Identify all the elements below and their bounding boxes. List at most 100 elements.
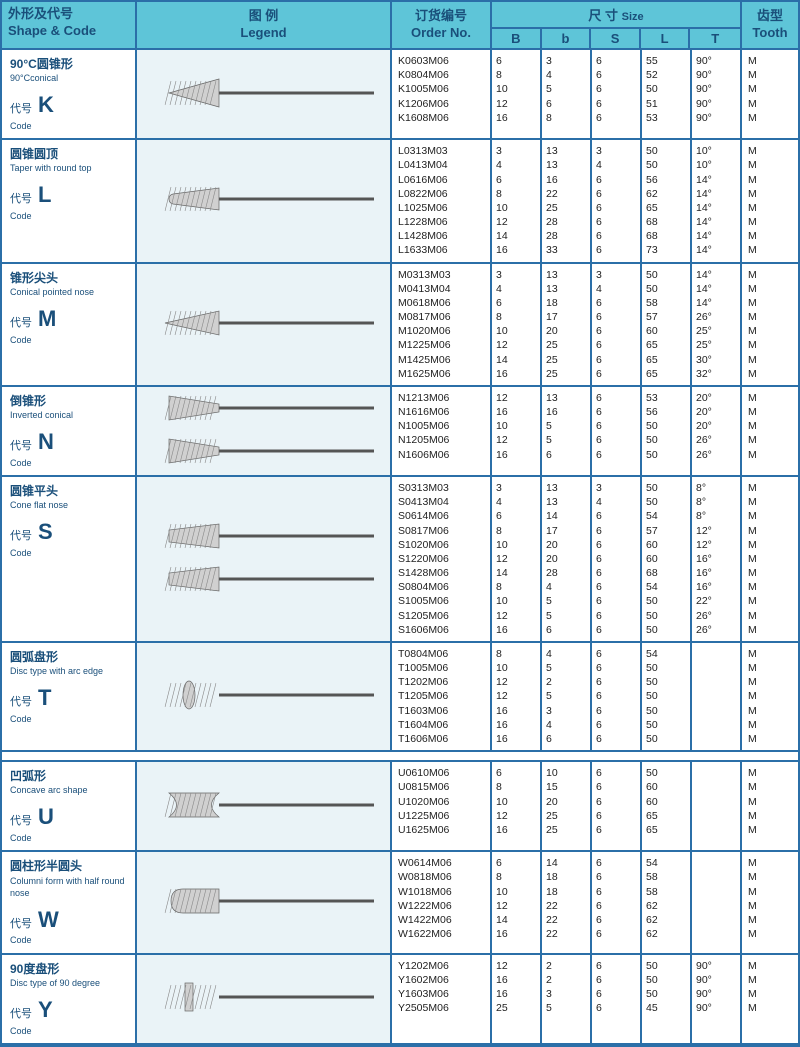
legend-cell <box>137 762 392 850</box>
data-value: 4 <box>546 718 586 732</box>
data-value: 6 <box>596 809 636 823</box>
data-value: 16 <box>546 173 586 187</box>
shape-cell: 倒锥形 Inverted conical 代号N Code <box>2 387 137 475</box>
shape-cell: 90度盘形 Disc type of 90 degree 代号Y Code <box>2 955 137 1043</box>
data-value: 20 <box>546 552 586 566</box>
data-value: 6 <box>596 243 636 257</box>
data-value: 3 <box>596 144 636 158</box>
data-value: L0616M06 <box>398 173 484 187</box>
code-en: Code <box>10 832 127 844</box>
data-value: 17 <box>546 524 586 538</box>
data-value: M <box>748 732 792 746</box>
size-T-cell <box>692 762 742 850</box>
data-value: 16 <box>496 823 536 837</box>
data-value: T0804M06 <box>398 647 484 661</box>
legend-cell <box>137 264 392 385</box>
data-value: 6 <box>596 509 636 523</box>
data-value: 16° <box>696 566 736 580</box>
spec-table: 外形及代号 Shape & Code 图 例 Legend 订货编号 Order… <box>0 0 800 1047</box>
data-value: 50 <box>646 732 686 746</box>
data-value: 8° <box>696 495 736 509</box>
data-value: 10 <box>496 594 536 608</box>
data-value: 14 <box>546 856 586 870</box>
data-value: 6 <box>596 704 636 718</box>
data-value: M <box>748 353 792 367</box>
data-value: 10 <box>496 419 536 433</box>
data-value: 62 <box>646 899 686 913</box>
data-value: W1622M06 <box>398 927 484 941</box>
section-N: 倒锥形 Inverted conical 代号N CodeN1213M06N16… <box>2 387 798 477</box>
data-value: 6 <box>596 594 636 608</box>
data-value: 17 <box>546 310 586 324</box>
size-S-cell: 66666 <box>592 762 642 850</box>
data-value: 6 <box>546 97 586 111</box>
data-value: 50 <box>646 268 686 282</box>
tool-illustration <box>149 435 379 470</box>
col-L: L <box>641 29 691 48</box>
data-value: 50 <box>646 718 686 732</box>
size-S-cell: 66666 <box>592 50 642 138</box>
tooth-cell: MMMM <box>742 955 798 1043</box>
size-B-cell: 68101216 <box>492 50 542 138</box>
data-value: 60 <box>646 324 686 338</box>
shape-name-en: Disc type of 90 degree <box>10 977 127 989</box>
data-value: 26° <box>696 609 736 623</box>
data-value: 54 <box>646 580 686 594</box>
data-value: 6 <box>596 689 636 703</box>
data-value: 3 <box>546 704 586 718</box>
data-value: 18 <box>546 296 586 310</box>
data-value: M <box>748 809 792 823</box>
data-value: M <box>748 243 792 257</box>
size-S-cell: 34666666 <box>592 264 642 385</box>
size-S-cell: 34666666 <box>592 140 642 261</box>
data-value: 2 <box>546 675 586 689</box>
data-value: 2 <box>546 959 586 973</box>
data-value: 3 <box>546 987 586 1001</box>
data-value: 90° <box>696 959 736 973</box>
data-value: 16 <box>496 448 536 462</box>
data-value: 16 <box>496 732 536 746</box>
shape-name-cn: 圆锥平头 <box>10 483 127 499</box>
data-value: 65 <box>646 367 686 381</box>
data-value: N1205M06 <box>398 433 484 447</box>
section-S: 圆锥平头 Cone flat nose 代号S CodeS0313M03S041… <box>2 477 798 643</box>
data-value: 13 <box>546 282 586 296</box>
shape-name-cn: 圆锥圆顶 <box>10 146 127 162</box>
data-value: 16 <box>496 623 536 637</box>
shape-name-en: Inverted conical <box>10 409 127 421</box>
data-value: M0817M06 <box>398 310 484 324</box>
data-value: 6 <box>596 580 636 594</box>
data-value: 10 <box>496 885 536 899</box>
data-value: 25° <box>696 324 736 338</box>
data-value: N1005M06 <box>398 419 484 433</box>
code-letter: U <box>38 802 54 832</box>
data-value: 25 <box>546 338 586 352</box>
data-value: 6 <box>596 609 636 623</box>
data-value: M <box>748 973 792 987</box>
data-value: 13 <box>546 268 586 282</box>
data-value: 3 <box>546 54 586 68</box>
data-value: 6 <box>496 173 536 187</box>
data-value: M <box>748 82 792 96</box>
data-value: 50 <box>646 481 686 495</box>
header-tooth-cn: 齿型 <box>742 8 798 25</box>
data-value: L0313M03 <box>398 144 484 158</box>
data-value: 65 <box>646 353 686 367</box>
data-value: L0822M06 <box>398 187 484 201</box>
data-value: 12 <box>496 675 536 689</box>
col-b: b <box>542 29 592 48</box>
legend-cell <box>137 140 392 261</box>
data-value: 50 <box>646 433 686 447</box>
size-B-cell: 68101216 <box>492 762 542 850</box>
data-value: 60 <box>646 552 686 566</box>
data-value: 65 <box>646 201 686 215</box>
data-value: M <box>748 215 792 229</box>
size-L-cell: 5050566265686873 <box>642 140 692 261</box>
header-row: 外形及代号 Shape & Code 图 例 Legend 订货编号 Order… <box>2 2 798 50</box>
data-value: M <box>748 367 792 381</box>
data-value: 16° <box>696 580 736 594</box>
data-value: M <box>748 481 792 495</box>
data-value: 6 <box>596 538 636 552</box>
data-value: M1020M06 <box>398 324 484 338</box>
data-value: 50 <box>646 282 686 296</box>
